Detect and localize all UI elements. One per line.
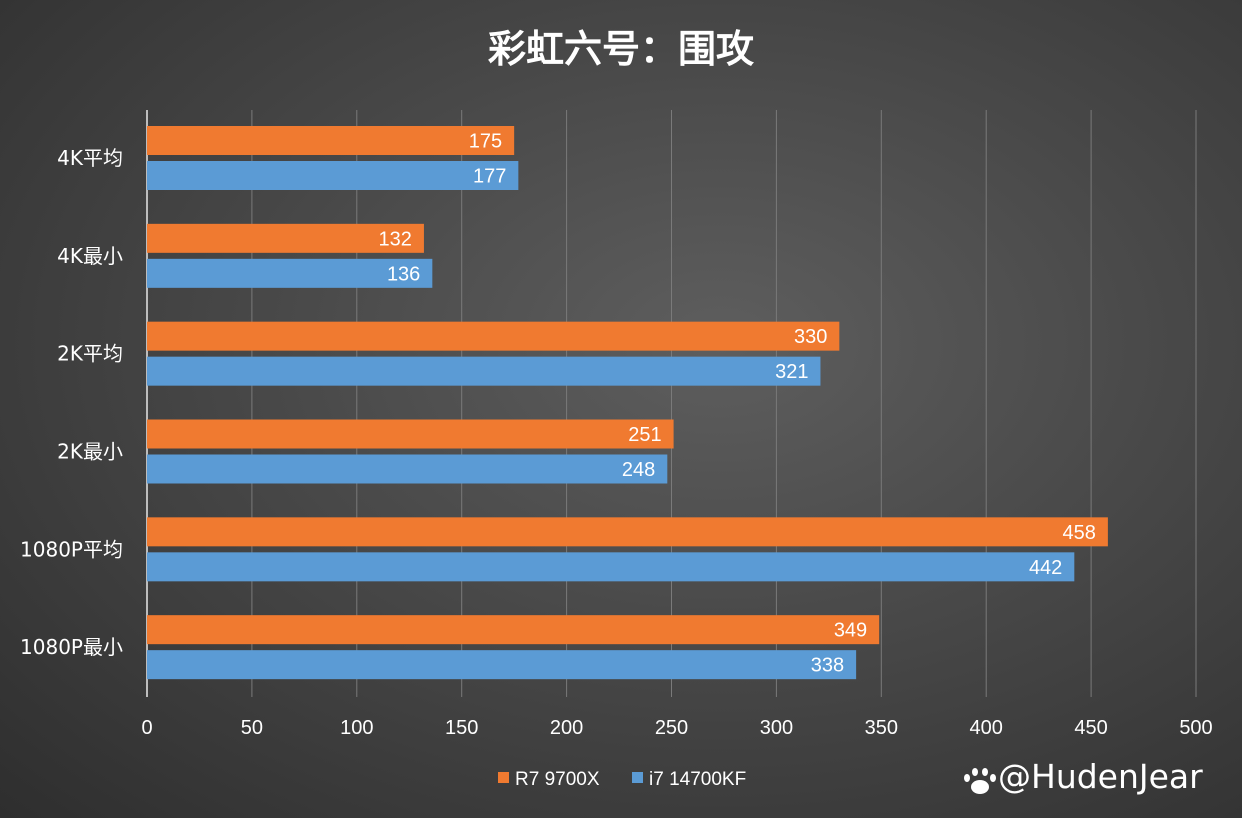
x-tick-label: 200 (550, 717, 583, 739)
category-label: 2K平均 (57, 342, 123, 366)
category-label: 4K平均 (57, 146, 123, 170)
bar (147, 321, 840, 351)
category-label: 4K最小 (57, 244, 123, 268)
x-tick-label: 400 (970, 717, 1003, 739)
bar-value-label: 338 (811, 655, 844, 677)
bar-value-label: 251 (628, 424, 661, 446)
x-tick-label: 0 (141, 717, 152, 739)
gridlines (251, 110, 1197, 697)
x-tick-label: 150 (445, 717, 478, 739)
bar-value-label: 321 (775, 361, 808, 383)
bar-value-label: 330 (794, 326, 827, 348)
x-tick-label: 50 (241, 717, 263, 739)
bar (147, 223, 424, 253)
chart-title: 彩虹六号：围攻 (488, 27, 754, 71)
bar (147, 615, 880, 645)
bar (147, 161, 519, 190)
watermark-text: @HudenJear (998, 757, 1203, 796)
bar-value-label: 175 (469, 131, 502, 153)
x-tick-labels: 0 50 100 150 200 250 300 350 400 450 500 (141, 717, 1212, 739)
bar-value-label: 248 (622, 459, 655, 481)
bar-value-label: 136 (387, 263, 420, 285)
bar (147, 258, 433, 288)
legend: R7 9700X i7 14700KF (498, 769, 746, 790)
bar (147, 650, 857, 680)
bar (147, 419, 674, 449)
legend-swatch (498, 772, 509, 783)
bar-value-label: 349 (834, 620, 867, 642)
legend-label: R7 9700X (515, 769, 600, 790)
paw-icon (964, 768, 996, 794)
x-tick-label: 300 (760, 717, 793, 739)
x-tick-label: 250 (655, 717, 688, 739)
category-label: 1080P平均 (20, 537, 123, 561)
bar (147, 454, 668, 484)
bar (147, 126, 515, 155)
bar-value-label: 442 (1029, 557, 1062, 579)
bar-value-label: 132 (379, 228, 412, 250)
x-tick-label: 450 (1074, 717, 1107, 739)
x-tick-label: 500 (1179, 717, 1212, 739)
legend-swatch (632, 772, 643, 783)
category-labels: 4K平均 4K最小 2K平均 2K最小 1080P平均 1080P最小 (20, 146, 123, 659)
bar (147, 552, 1075, 582)
category-label: 2K最小 (57, 440, 123, 464)
bar (147, 356, 821, 386)
x-tick-label: 350 (865, 717, 898, 739)
bar-value-label: 177 (473, 166, 506, 188)
bar (147, 517, 1108, 547)
x-tick-label: 100 (340, 717, 373, 739)
watermark: @HudenJear (964, 757, 1203, 796)
category-label: 1080P最小 (20, 635, 123, 659)
legend-label: i7 14700KF (649, 769, 746, 790)
bar-value-label: 458 (1063, 522, 1096, 544)
